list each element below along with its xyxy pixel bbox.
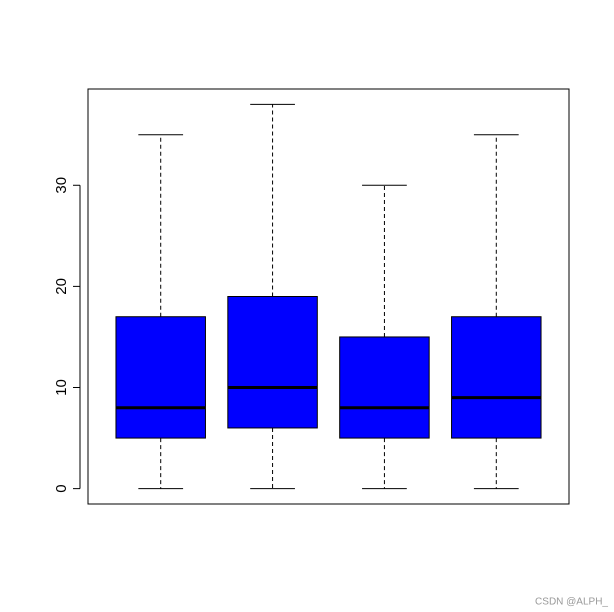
y-tick-label: 0 [53,484,70,492]
watermark: CSDN @ALPH_ [535,597,608,608]
y-tick-label: 10 [53,379,70,396]
box [451,316,542,439]
box [227,296,318,429]
box [339,336,430,439]
y-tick-label: 20 [53,278,70,295]
box [115,316,206,439]
plot-frame [87,88,570,505]
y-tick-label: 30 [53,177,70,194]
